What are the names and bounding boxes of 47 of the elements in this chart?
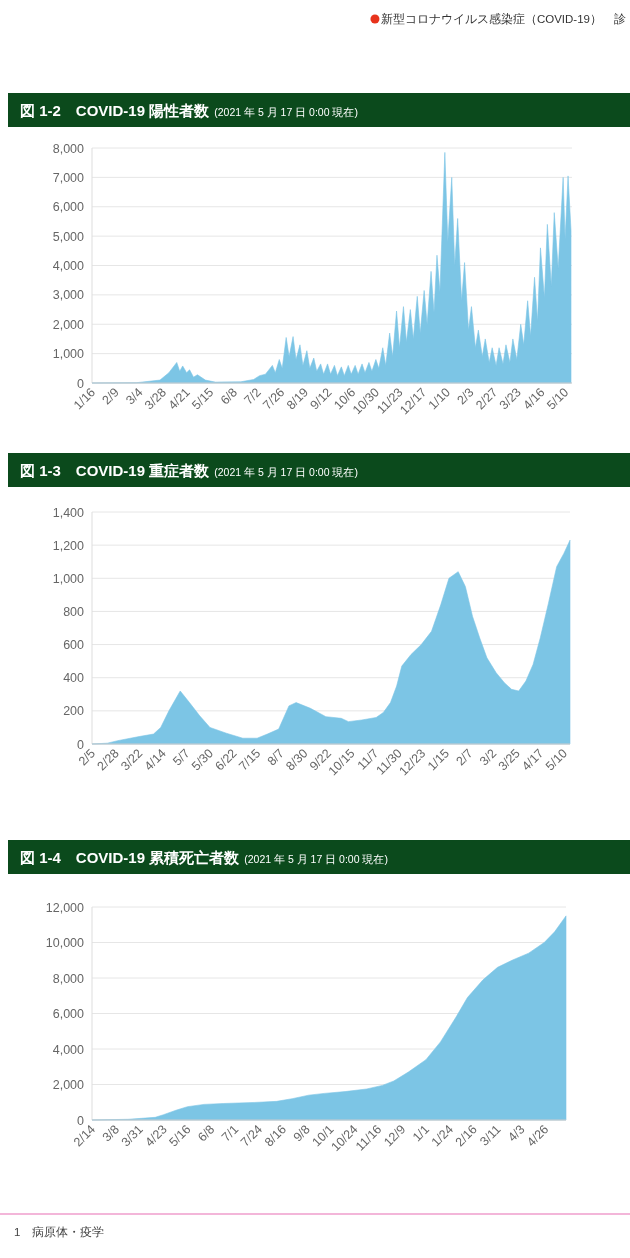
x-tick-label: 3/2 [476,746,500,769]
x-tick-label: 5/10 [542,746,570,774]
chart-subtitle: (2021 年 5 月 17 日 0:00 現在) [214,466,358,478]
x-tick-label: 2/9 [99,385,122,408]
y-tick-label: 3,000 [52,288,85,303]
chart-subtitle: (2021 年 5 月 17 日 0:00 現在) [214,106,358,118]
y-tick-label: 0 [77,376,85,391]
y-tick-label: 1,000 [52,347,85,362]
y-tick-label: 8,000 [52,141,85,156]
x-tick-label: 9/8 [290,1122,313,1145]
x-tick-label: 6/8 [195,1122,218,1145]
y-tick-label: 7,000 [52,170,85,185]
y-tick-label: 4,000 [52,259,85,273]
y-tick-label: 8,000 [52,971,85,986]
chart-title: 図 1-3 COVID-19 重症者数 [20,462,211,479]
y-tick-label: 0 [77,737,85,752]
y-tick-label: 1,000 [52,571,85,586]
y-tick-label: 5,000 [52,229,85,244]
y-tick-label: 2,000 [52,317,85,332]
y-tick-label: 4,000 [52,1042,85,1057]
y-tick-label: 600 [63,638,85,653]
x-tick-label: 3/11 [477,1122,504,1149]
x-tick-label: 2/3 [454,385,477,408]
y-tick-label: 1,200 [52,538,85,553]
y-tick-label: 200 [63,704,85,719]
x-tick-label: 1/1 [409,1122,433,1145]
x-tick-label: 5/30 [188,746,217,774]
x-tick-label: 3/22 [118,746,146,774]
x-tick-label: 7/15 [236,746,264,774]
text: 1 病原体・疫学 [14,1226,105,1238]
chart-title: 図 1-2 COVID-19 陽性者数 [20,102,211,119]
y-tick-label: 6,000 [52,200,85,215]
y-tick-label: 400 [63,671,85,686]
y-tick-label: 6,000 [52,1007,85,1021]
x-tick-label: 7/26 [260,385,288,413]
y-tick-label: 2,000 [52,1078,85,1092]
x-tick-label: 2/7 [453,746,476,769]
x-tick-label: 9/12 [307,385,335,413]
y-tick-label: 10,000 [45,936,85,950]
y-tick-label: 12,000 [45,900,85,915]
y-tick-label: 0 [77,1113,85,1128]
y-tick-label: 1,400 [52,505,85,520]
chart-subtitle: (2021 年 5 月 17 日 0:00 現在) [244,853,388,865]
y-tick-label: 800 [63,604,85,619]
chart-title: 図 1-4 COVID-19 累積死亡者数 [20,849,241,866]
x-tick-label: 6/8 [217,385,241,408]
text: 新型コロナウイルス感染症（COVID-19） 診 [380,12,626,26]
